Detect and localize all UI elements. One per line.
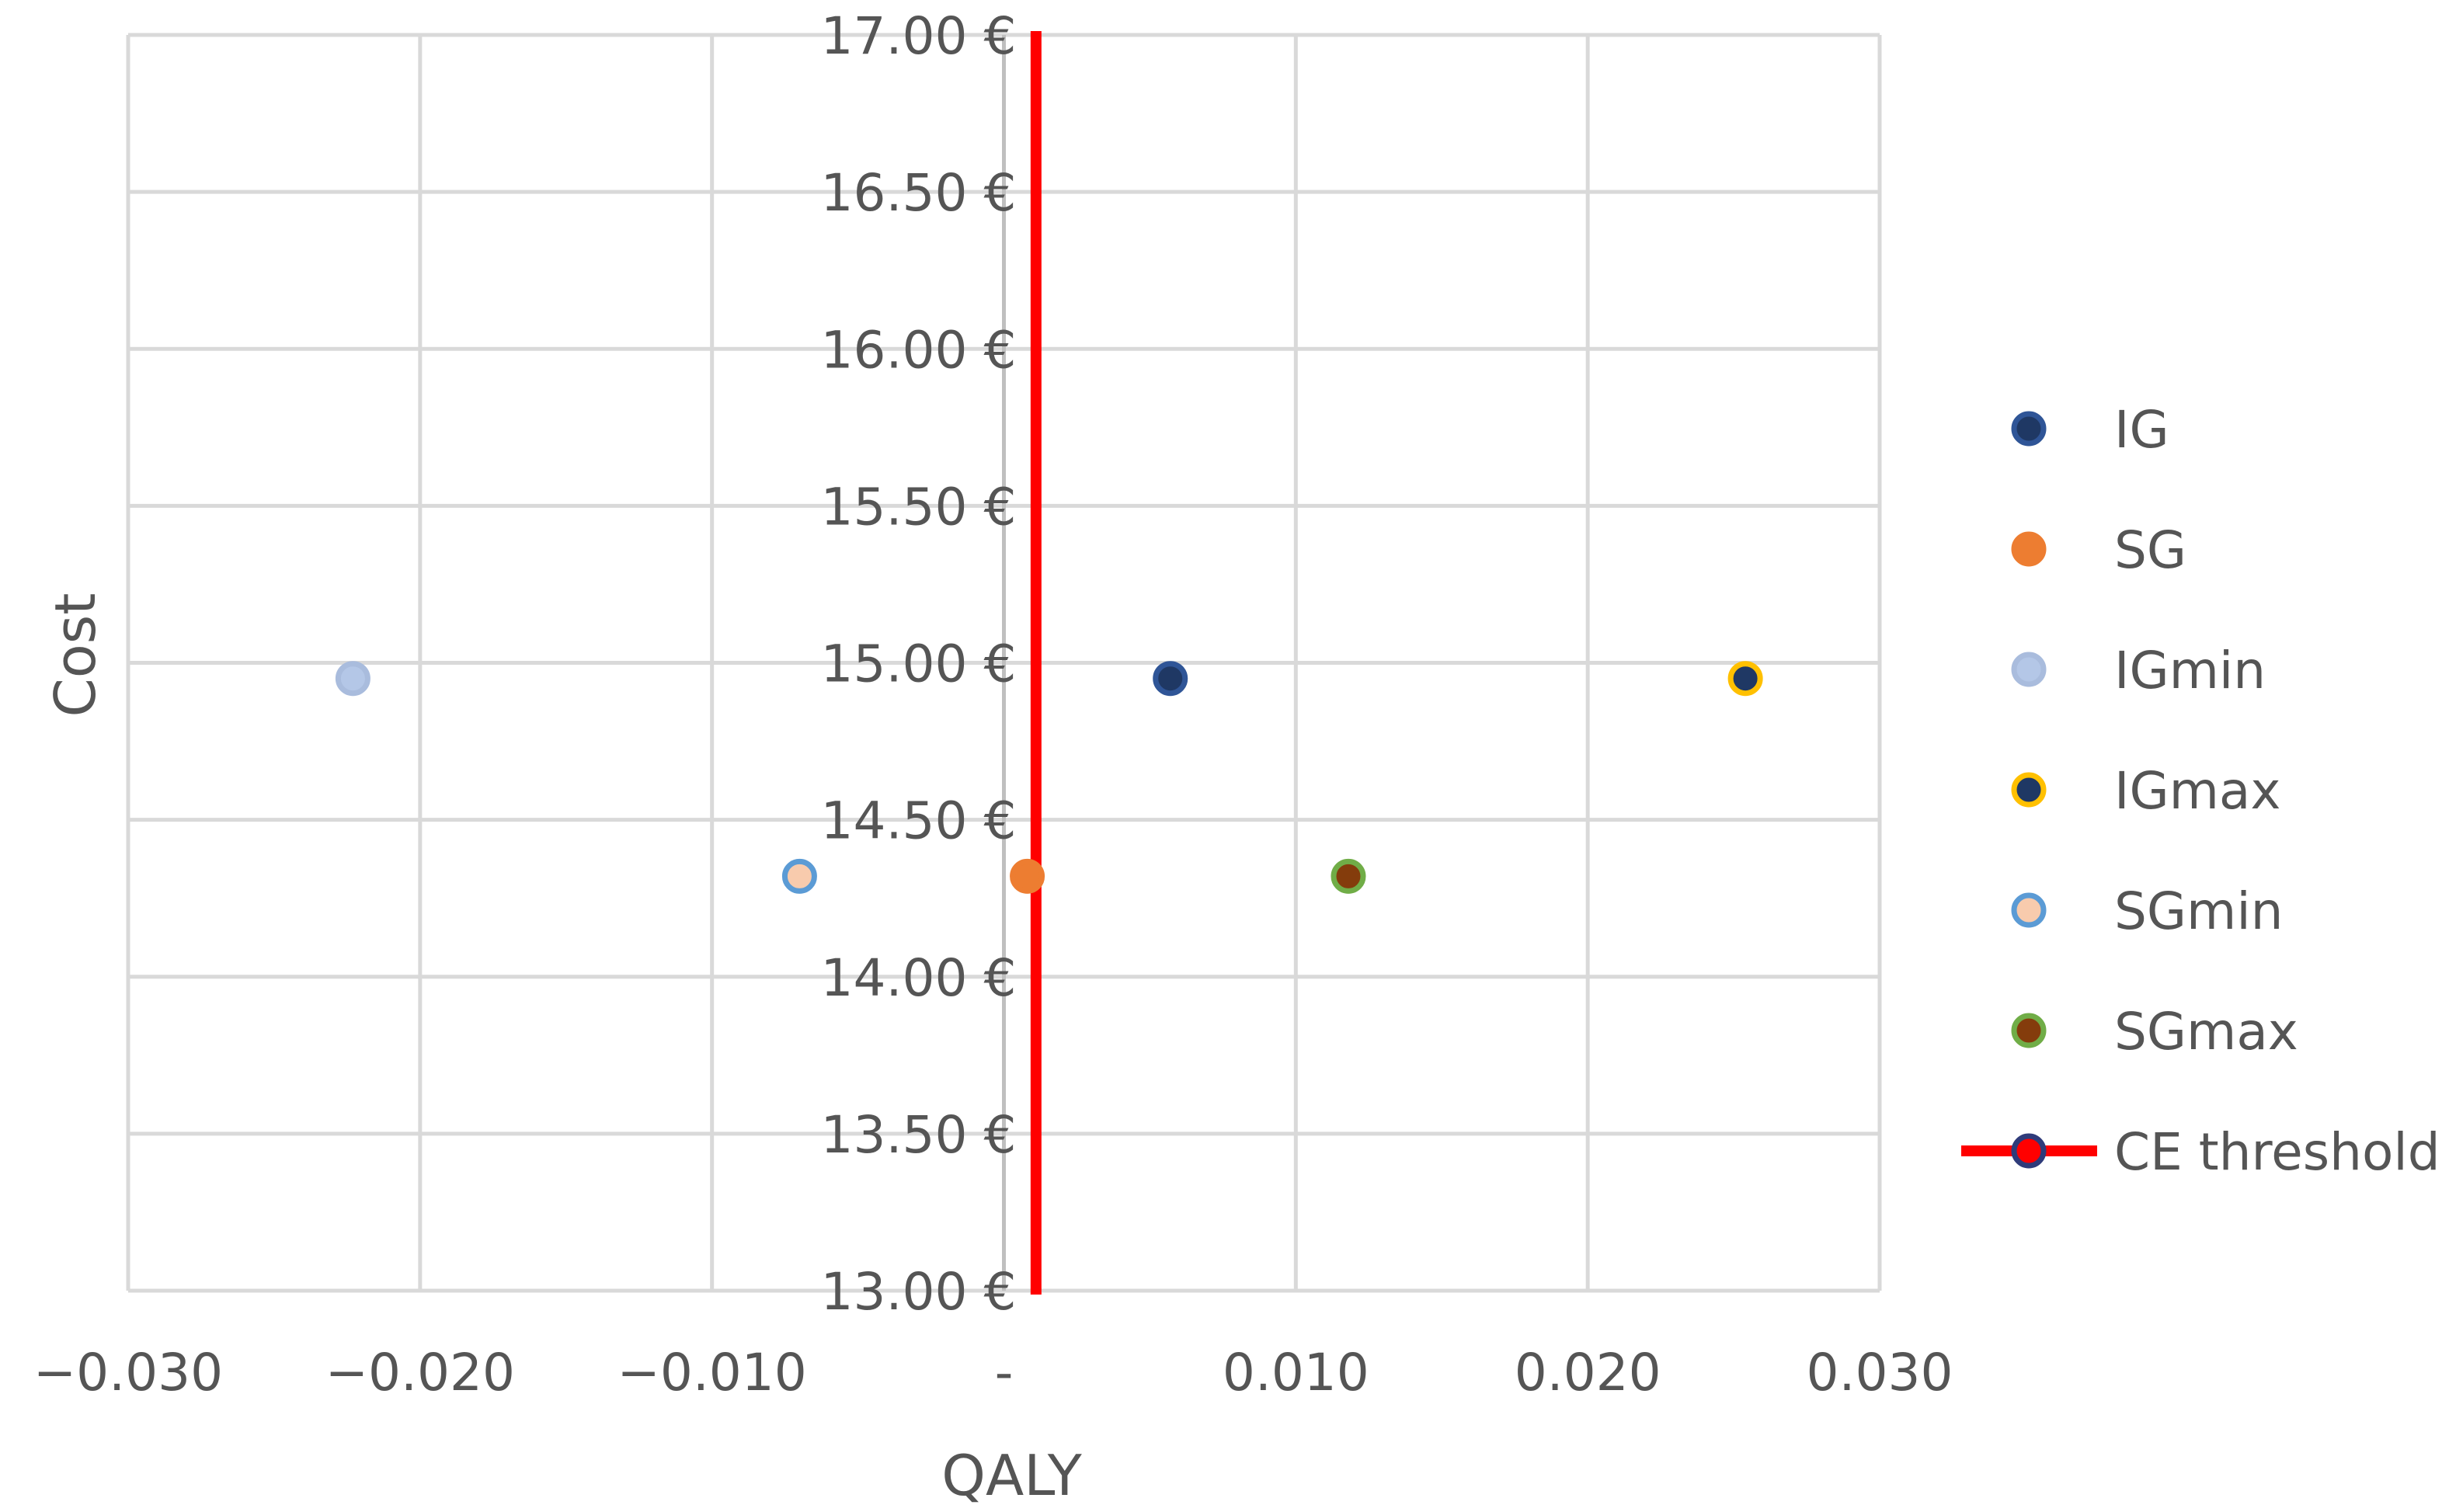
x-tick-label: 0.020 [1515,1343,1661,1403]
y-tick-label: 13.00 € [821,1262,1017,1322]
y-tick-label: 16.00 € [821,320,1017,380]
y-tick-label: 16.50 € [821,163,1017,223]
legend-marker-igmin [2011,652,2047,687]
x-tick-label: −0.030 [33,1343,223,1403]
x-axis-title: QALY [941,1443,1082,1508]
y-tick-labels: 13.00 € 13.50 € 14.00 € 14.50 € 15.00 € 15.50… [821,6,1017,1322]
point-sgmax [1331,858,1366,894]
legend-label-igmin: IGmin [2114,641,2266,700]
x-tick-label: −0.010 [617,1343,807,1403]
legend-marker-ig [2011,411,2047,447]
point-igmax [1727,661,1763,697]
x-tick-label: - [995,1343,1014,1403]
x-tick-label: 0.030 [1807,1343,1953,1403]
y-tick-label: 14.00 € [821,948,1017,1008]
legend-label-sgmin: SGmin [2114,881,2284,941]
y-axis-title: Cost [43,593,108,717]
x-tick-label: 0.010 [1223,1343,1369,1403]
y-tick-label: 14.50 € [821,791,1017,851]
y-tick-label: 15.50 € [821,477,1017,537]
legend-label-ce-threshold: CE threshold [2114,1122,2440,1182]
legend-marker-igmax [2011,772,2047,808]
legend-marker-sgmax [2011,1013,2047,1048]
x-tick-labels: −0.030 −0.020 −0.010 - 0.010 0.020 0.030 [33,1343,1953,1403]
x-tick-label: −0.020 [325,1343,515,1403]
point-ig [1153,661,1188,697]
point-sgmin [781,858,817,894]
legend-label-sg: SG [2114,520,2186,580]
y-tick-label: 15.00 € [821,634,1017,694]
point-igmin [335,661,370,697]
legend-label-igmax: IGmax [2114,761,2280,821]
y-tick-label: 17.00 € [821,6,1017,66]
legend: IG SG IGmin IGmax SGmin SGmax CE threshold [1961,400,2440,1182]
legend-label-sgmax: SGmax [2114,1002,2298,1062]
point-sg [1010,858,1045,894]
legend-marker-ce-threshold [2011,1133,2047,1169]
legend-marker-sgmin [2011,892,2047,928]
points-layer [335,661,1763,894]
legend-label-ig: IG [2114,400,2169,460]
legend-marker-sg [2011,531,2047,567]
y-tick-label: 13.50 € [821,1105,1017,1165]
